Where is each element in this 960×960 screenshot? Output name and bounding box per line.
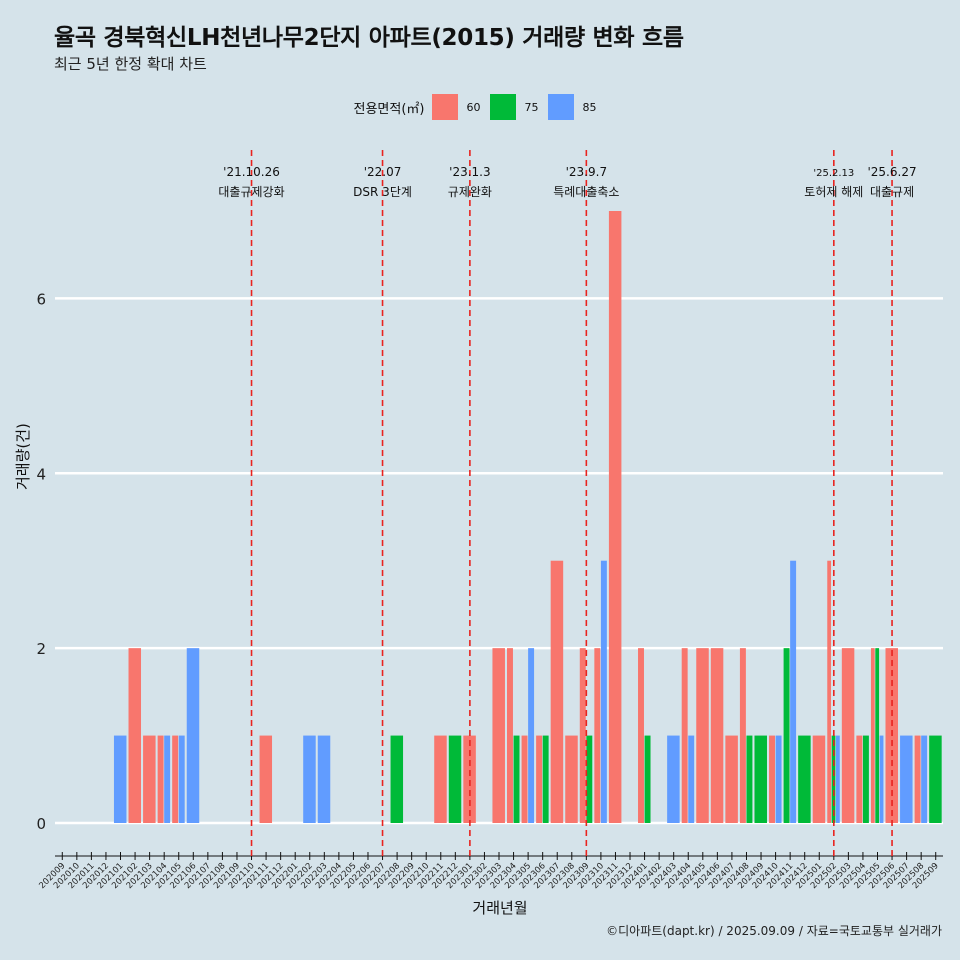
bar-60-202508 [914,735,921,823]
bar-60-202505 [870,648,875,823]
bar-60-202407 [725,735,738,823]
legend: 전용면적(㎡) 60 75 85 [0,92,960,122]
bar-60-202301 [463,735,476,823]
bar-60-202408 [739,648,746,823]
bar-60-202103 [143,735,156,823]
legend-label-60: 60 [466,100,481,114]
bar-75-202409 [754,735,767,823]
bar-60-202406 [710,648,724,823]
bar-60-202102 [128,648,142,823]
bar-60-202503 [841,648,855,823]
legend-swatch-60 [432,94,459,120]
bar-60-202410 [769,735,775,823]
event-text-label: 특례대출축소 [553,185,619,199]
bar-60-202104 [157,735,164,823]
event-text-label: DSR 3단계 [353,185,412,199]
bar-75-202212 [448,735,462,823]
bar-60-202401 [638,648,644,823]
event-text-label: 대출규제 [870,185,914,199]
bar-60-202405 [696,648,709,823]
bar-60-202306 [536,735,543,823]
legend-item-75: 75 [490,94,538,120]
bar-85-202508 [921,735,928,823]
bar-75-202411 [783,648,790,823]
bar-60-202305 [521,735,528,823]
y-axis-label: 거래량(건) [14,423,32,490]
bar-75-202408 [746,735,753,823]
bar-85-202106 [186,648,200,823]
bar-85-202202 [303,735,316,823]
bar-85-202203 [317,735,331,823]
event-date-label: '23.1.3 [449,165,490,179]
event-text-label: 규제완화 [448,185,492,199]
bar-60-202311 [608,211,622,823]
source-caption: ©디아파트(dapt.kr) / 2025.09.09 / 자료=국토교통부 실… [606,924,942,938]
legend-label-85: 85 [582,100,597,114]
event-date-label: '25.6.27 [867,165,916,179]
bar-85-202411 [790,560,797,823]
legend-item-85: 85 [548,94,596,120]
legend-item-60: 60 [432,94,480,120]
event-date-label: '25.2.13 [813,168,854,179]
legend-swatch-85 [548,94,575,120]
bar-85-202310 [600,560,607,823]
bar-60-202105 [172,735,179,823]
bar-85-202104 [164,735,171,823]
legend-label-75: 75 [524,100,539,114]
bar-85-202507 [900,735,913,823]
bar-60-202501 [812,735,826,823]
bar-85-202410 [775,735,782,823]
bar-60-202504 [856,735,863,823]
bar-75-202304 [513,735,520,823]
y-tick-label: 0 [36,815,46,833]
x-axis-label: 거래년월 [472,899,528,917]
bar-60-202308 [565,735,578,823]
bar-85-202403 [667,735,680,823]
y-tick-label: 6 [36,290,46,308]
bar-75-202505 [875,648,880,823]
bar-75-202509 [929,735,942,823]
bar-75-202502 [831,735,836,823]
bar-60-202310 [594,648,601,823]
chart-title: 율곡 경북혁신LH천년나무2단지 아파트(2015) 거래량 변화 흐름 [54,25,684,51]
bar-85-202404 [688,735,695,823]
bar-75-202309 [586,735,593,823]
bar-75-202208 [390,735,404,823]
y-tick-label: 4 [36,465,46,483]
event-date-label: '22.07 [364,165,402,179]
bar-60-202303 [492,648,505,823]
bar-75-202401 [644,735,651,823]
bar-75-202504 [862,735,869,823]
bar-60-202309 [579,648,586,823]
bar-85-202105 [178,735,185,823]
legend-swatch-75 [490,94,517,120]
event-date-label: '23.9.7 [566,165,607,179]
bar-60-202111 [259,735,273,823]
event-date-label: '21.10.26 [223,165,280,179]
bar-60-202502 [827,560,832,823]
bar-75-202412 [798,735,811,823]
event-text-label: 토허제 해제 [804,185,863,199]
bar-60-202304 [507,648,513,823]
event-text-label: 대출규제강화 [218,185,284,199]
y-tick-label: 2 [36,640,46,658]
bar-85-202502 [836,735,840,823]
bar-60-202307 [550,560,564,823]
bar-85-202505 [879,735,884,823]
chart-subtitle: 최근 5년 한정 확대 차트 [54,55,207,73]
bar-60-202211 [434,735,447,823]
bar-85-202101 [113,735,127,823]
bar-85-202305 [528,648,535,823]
bar-60-202404 [681,648,688,823]
bar-75-202306 [542,735,549,823]
legend-title: 전용면적(㎡) [353,101,425,117]
